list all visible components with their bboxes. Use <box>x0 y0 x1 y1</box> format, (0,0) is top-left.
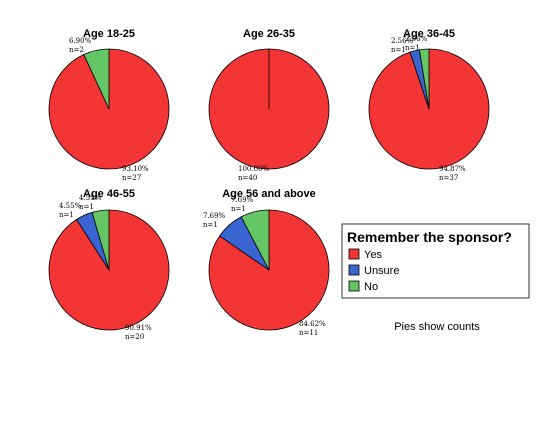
pie-group-1: Age 18-25 93.10%n=27 6.90%n=2 <box>48 28 170 182</box>
slice-percent-label: 2.56% <box>391 37 414 45</box>
legend-label-unsure: Unsure <box>364 265 399 277</box>
pie-group-5: Age 56 and above84.62%n=117.69%n=17.69%n… <box>203 188 330 337</box>
slice-percent-label: 94.87% <box>439 165 466 173</box>
slice-percent-label: 100.00% <box>238 165 269 173</box>
slice-count-label: n=40 <box>238 174 257 182</box>
legend-swatch-unsure <box>348 264 360 276</box>
slice-count-label: n=1 <box>203 221 218 229</box>
legend-label-no: No <box>364 281 378 293</box>
slice-no <box>83 48 110 110</box>
slice-count-label: n=1 <box>405 44 420 52</box>
slice-count-label: n=20 <box>125 333 144 341</box>
slice-count-label: n=37 <box>439 174 458 182</box>
slice-percent-label: 7.69% <box>203 212 226 220</box>
legend-title: Remember the sponsor? <box>347 229 512 245</box>
slice-count-label: n=27 <box>122 174 141 182</box>
slice-no <box>418 48 430 110</box>
pie-title: Age 56 and above <box>222 188 316 200</box>
legend-label-yes: Yes <box>364 249 382 261</box>
slice-count-label: n=2 <box>69 46 84 54</box>
slice-count-label: n=11 <box>299 329 318 337</box>
pie-title: Age 26-35 <box>243 28 295 40</box>
slice-no <box>240 209 270 271</box>
pie-title: Age 46-55 <box>83 188 135 200</box>
slice-count-label: n=1 <box>59 211 74 219</box>
slice-percent-label: 4.55% <box>79 194 102 202</box>
legend-swatch-no <box>348 280 360 292</box>
slice-percent-label: 93.10% <box>122 165 149 173</box>
chart-note: Pies show counts <box>394 321 480 333</box>
pie-group-2: Age 26-35 100.00%n=40 <box>208 28 330 182</box>
slice-no <box>91 209 110 271</box>
slice-count-label: n=1 <box>391 46 406 54</box>
slice-percent-label: 2.56% <box>405 35 428 43</box>
legend-swatch-yes <box>348 248 360 260</box>
slice-percent-label: 6.90% <box>69 37 92 45</box>
slice-percent-label: 90.91% <box>125 324 152 332</box>
legend: Remember the sponsor? Yes Unsure No <box>341 223 530 299</box>
slice-percent-label: 7.69% <box>231 196 254 204</box>
slice-count-label: n=1 <box>231 205 246 213</box>
slice-percent-label: 84.62% <box>299 320 326 328</box>
slice-percent-label: 4.55% <box>59 202 82 210</box>
slice-count-label: n=1 <box>79 203 94 211</box>
legend-box <box>341 223 530 299</box>
pie-title: Age 36-45 <box>403 28 455 40</box>
pie-title: Age 18-25 <box>83 28 135 40</box>
